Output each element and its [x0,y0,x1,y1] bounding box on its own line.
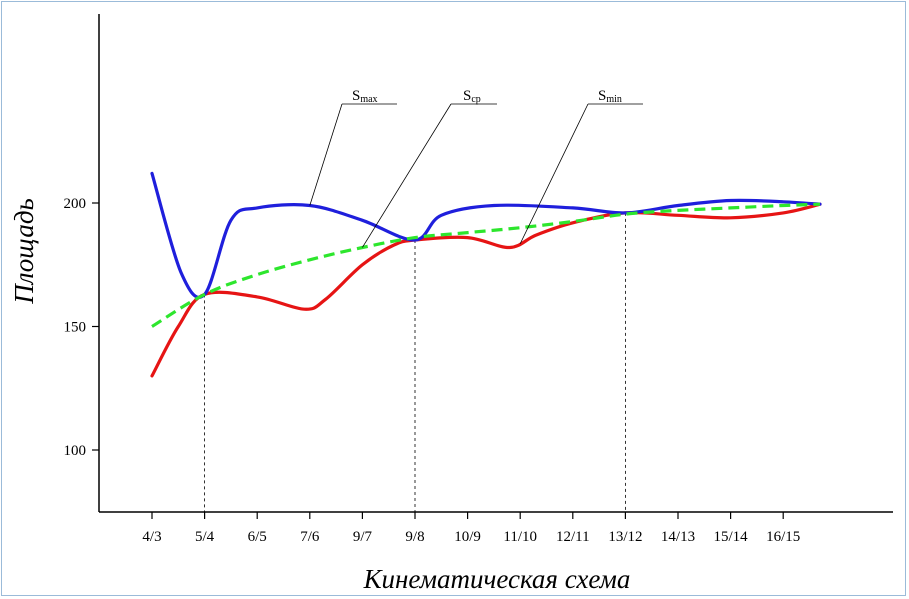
series-line-s-cp [151,202,821,328]
y-tick-label: 100 [64,443,87,459]
annotation-label-s-cp: Scp [463,88,481,105]
x-tick-label: 9/7 [353,529,373,545]
x-axis-title: Кинематическая схема [363,564,631,594]
annotation-label-s-max: Smax [352,88,378,105]
annotation-label-s-min: Smin [598,88,622,105]
x-tick-label: 12/11 [556,529,590,545]
vertical-guides [204,212,626,512]
x-tick-label: 11/10 [503,529,537,545]
y-tick-label: 200 [64,196,87,212]
annotation-leader [362,103,452,248]
x-tick-label: 4/3 [142,529,161,545]
series-line-s-min [150,202,822,378]
y-ticks: 100 150 200 [64,196,99,459]
x-tick-label: 13/12 [608,529,642,545]
x-tick-label: 6/5 [248,529,267,545]
x-tick-label: 7/6 [300,529,320,545]
x-tick-label: 16/15 [766,529,800,545]
y-axis-title: Площадь [9,198,39,305]
series-lines [150,171,822,378]
series-line-s-max [150,171,822,299]
x-tick-label: 15/14 [714,529,749,545]
x-tick-label: 10/9 [454,529,481,545]
x-tick-label: 5/4 [195,529,215,545]
x-tick-label: 14/13 [661,529,695,545]
annotations: Smax Scp Smin [309,88,643,248]
y-tick-label: 150 [64,320,87,336]
annotation-leader [519,103,589,244]
x-ticks: 4/3 5/4 6/5 7/6 9/7 9/8 10/9 11/10 12/11 13/12 14/… [142,512,800,545]
x-tick-label: 9/8 [405,529,424,545]
annotation-leader [309,103,343,206]
axes [98,14,893,513]
